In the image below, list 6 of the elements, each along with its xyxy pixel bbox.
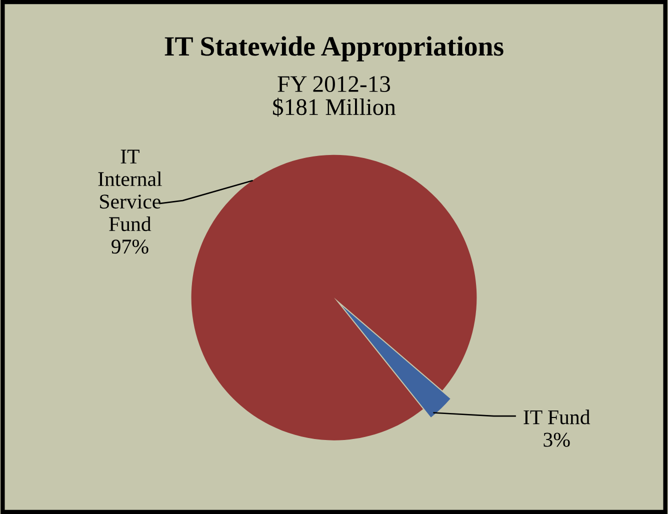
slice-label: IT Internal Service Fund	[98, 150, 162, 232]
chart-subtitle: FY 2012-13 $181 Million	[273, 76, 396, 117]
chart-title: IT Statewide Appropriations	[164, 36, 504, 62]
data-label: 3%	[544, 432, 570, 447]
slice-label: IT Fund	[524, 410, 590, 424]
data-label: 97%	[112, 240, 148, 254]
